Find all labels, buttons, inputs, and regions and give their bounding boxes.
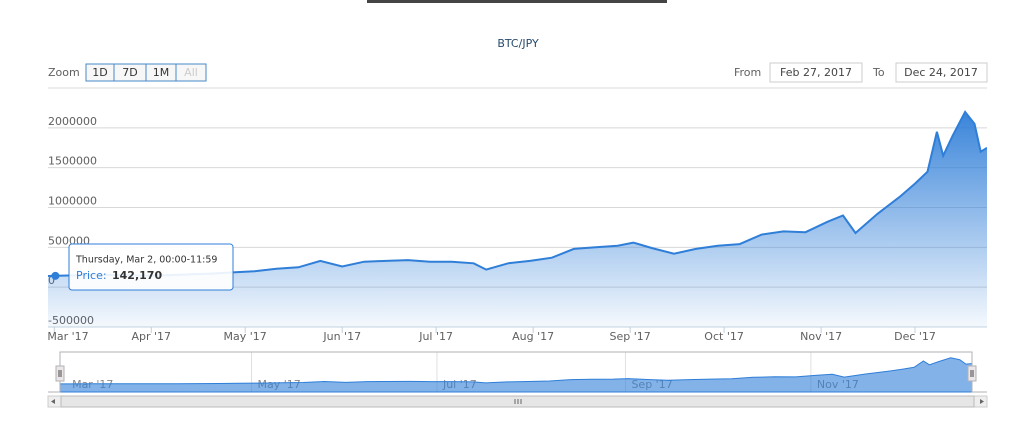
x-tick-label: Apr '17 bbox=[132, 330, 172, 343]
zoom-button-label: All bbox=[184, 66, 198, 79]
zoom-button-label[interactable]: 1D bbox=[92, 66, 107, 79]
tooltip-value: 142,170 bbox=[112, 269, 162, 282]
zoom-button-label[interactable]: 7D bbox=[122, 66, 137, 79]
area bbox=[48, 111, 987, 327]
x-tick-label: Oct '17 bbox=[704, 330, 744, 343]
x-tick-label: May '17 bbox=[224, 330, 267, 343]
plot-area: -5000000500000100000015000002000000Mar '… bbox=[47, 87, 987, 343]
tooltip-date: Thursday, Mar 2, 00:00-11:59 bbox=[75, 255, 217, 266]
zoom-button-label[interactable]: 1M bbox=[153, 66, 170, 79]
to-value[interactable]: Dec 24, 2017 bbox=[904, 66, 978, 79]
x-tick-label: Aug '17 bbox=[512, 330, 554, 343]
y-tick-label: 2000000 bbox=[48, 115, 97, 128]
from-value[interactable]: Feb 27, 2017 bbox=[780, 66, 852, 79]
hover-point bbox=[51, 271, 60, 280]
zoom-buttons: 1D 7D 1M All bbox=[85, 63, 207, 82]
to-label: To bbox=[872, 66, 885, 79]
y-tick-label: 1000000 bbox=[48, 195, 97, 208]
from-input[interactable] bbox=[769, 62, 863, 83]
tooltip: Thursday, Mar 2, 00:00-11:59 Price: 142,17… bbox=[51, 243, 234, 291]
handle-grip bbox=[970, 370, 974, 377]
navigator-area bbox=[59, 357, 973, 393]
x-tick-label: Dec '17 bbox=[894, 330, 936, 343]
x-tick-label: Nov '17 bbox=[800, 330, 842, 343]
scrollbar-grip bbox=[514, 399, 522, 404]
from-label: From bbox=[734, 66, 761, 79]
scroll-left[interactable] bbox=[51, 399, 55, 404]
x-tick-label: Jun '17 bbox=[322, 330, 361, 343]
top-bar bbox=[367, 0, 667, 3]
chart-title: BTC/JPY bbox=[497, 37, 539, 50]
x-tick-label: Jul '17 bbox=[418, 330, 453, 343]
zoom-button bbox=[175, 63, 207, 82]
tooltip-box bbox=[68, 243, 234, 291]
zoom-label: Zoom bbox=[48, 66, 80, 79]
scroll-right[interactable] bbox=[980, 399, 984, 404]
y-tick-label: 1500000 bbox=[48, 155, 97, 168]
navigator-outline bbox=[48, 351, 987, 393]
tooltip-label: Price: bbox=[76, 269, 107, 282]
navigator-handle[interactable] bbox=[967, 365, 977, 382]
handle-grip bbox=[58, 370, 62, 377]
x-tick-label: Sep '17 bbox=[610, 330, 651, 343]
to-input[interactable] bbox=[895, 62, 988, 83]
navigator-handle[interactable] bbox=[55, 365, 65, 382]
x-tick-label: Mar '17 bbox=[47, 330, 88, 343]
